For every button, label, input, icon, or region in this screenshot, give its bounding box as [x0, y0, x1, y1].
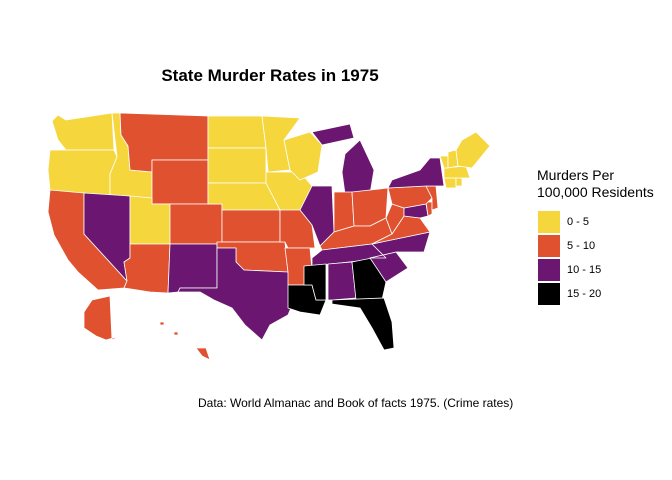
data-source-caption: Data: World Almanac and Book of facts 19…: [198, 396, 514, 410]
state-indiana: [333, 191, 355, 233]
legend: Murders Per 100,000 Residents 0 - 5 5 - …: [537, 167, 667, 307]
legend-item: 10 - 15: [537, 259, 667, 283]
state-hawaii: [159, 321, 211, 361]
state-alaska: [83, 295, 121, 341]
state-connecticut: [443, 177, 457, 189]
state-colorado: [169, 203, 223, 245]
legend-title-line1: Murders Per: [537, 167, 615, 183]
state-kansas: [221, 209, 281, 243]
legend-swatch: [538, 259, 560, 281]
state-mississippi: [303, 263, 327, 301]
state-michigan: [311, 123, 375, 195]
legend-label: 0 - 5: [567, 216, 590, 228]
state-washington: [51, 112, 115, 151]
legend-swatch: [538, 283, 560, 305]
state-arizona: [123, 243, 171, 294]
state-texas: [177, 247, 296, 341]
legend-title: Murders Per 100,000 Residents: [537, 167, 667, 201]
legend-item: 5 - 10: [537, 235, 667, 259]
state-maine: [455, 131, 491, 169]
state-massachusetts: [443, 165, 471, 179]
legend-items: 0 - 5 5 - 10 10 - 15 15 - 20: [537, 211, 667, 307]
legend-title-line2: 100,000 Residents: [537, 184, 654, 200]
state-delaware: [425, 201, 433, 217]
state-north-dakota: [207, 115, 267, 149]
state-new-mexico: [167, 243, 218, 294]
state-wisconsin: [283, 131, 323, 181]
legend-item: 15 - 20: [537, 283, 667, 307]
legend-item: 0 - 5: [537, 211, 667, 235]
legend-swatch: [538, 211, 560, 233]
states-layer: [47, 112, 491, 361]
state-south-dakota: [207, 147, 267, 184]
state-new-york: [387, 157, 445, 189]
legend-label: 10 - 15: [567, 264, 602, 276]
legend-swatch: [538, 235, 560, 257]
state-rhode-island: [455, 177, 463, 187]
legend-label: 15 - 20: [567, 288, 602, 300]
state-florida: [331, 297, 395, 351]
state-oregon: [47, 149, 118, 197]
state-wyoming: [151, 159, 209, 205]
map-title: State Murder Rates in 1975: [161, 66, 379, 85]
state-alabama: [327, 261, 357, 301]
us-state-map: [47, 112, 491, 361]
legend-label: 5 - 10: [567, 240, 596, 252]
